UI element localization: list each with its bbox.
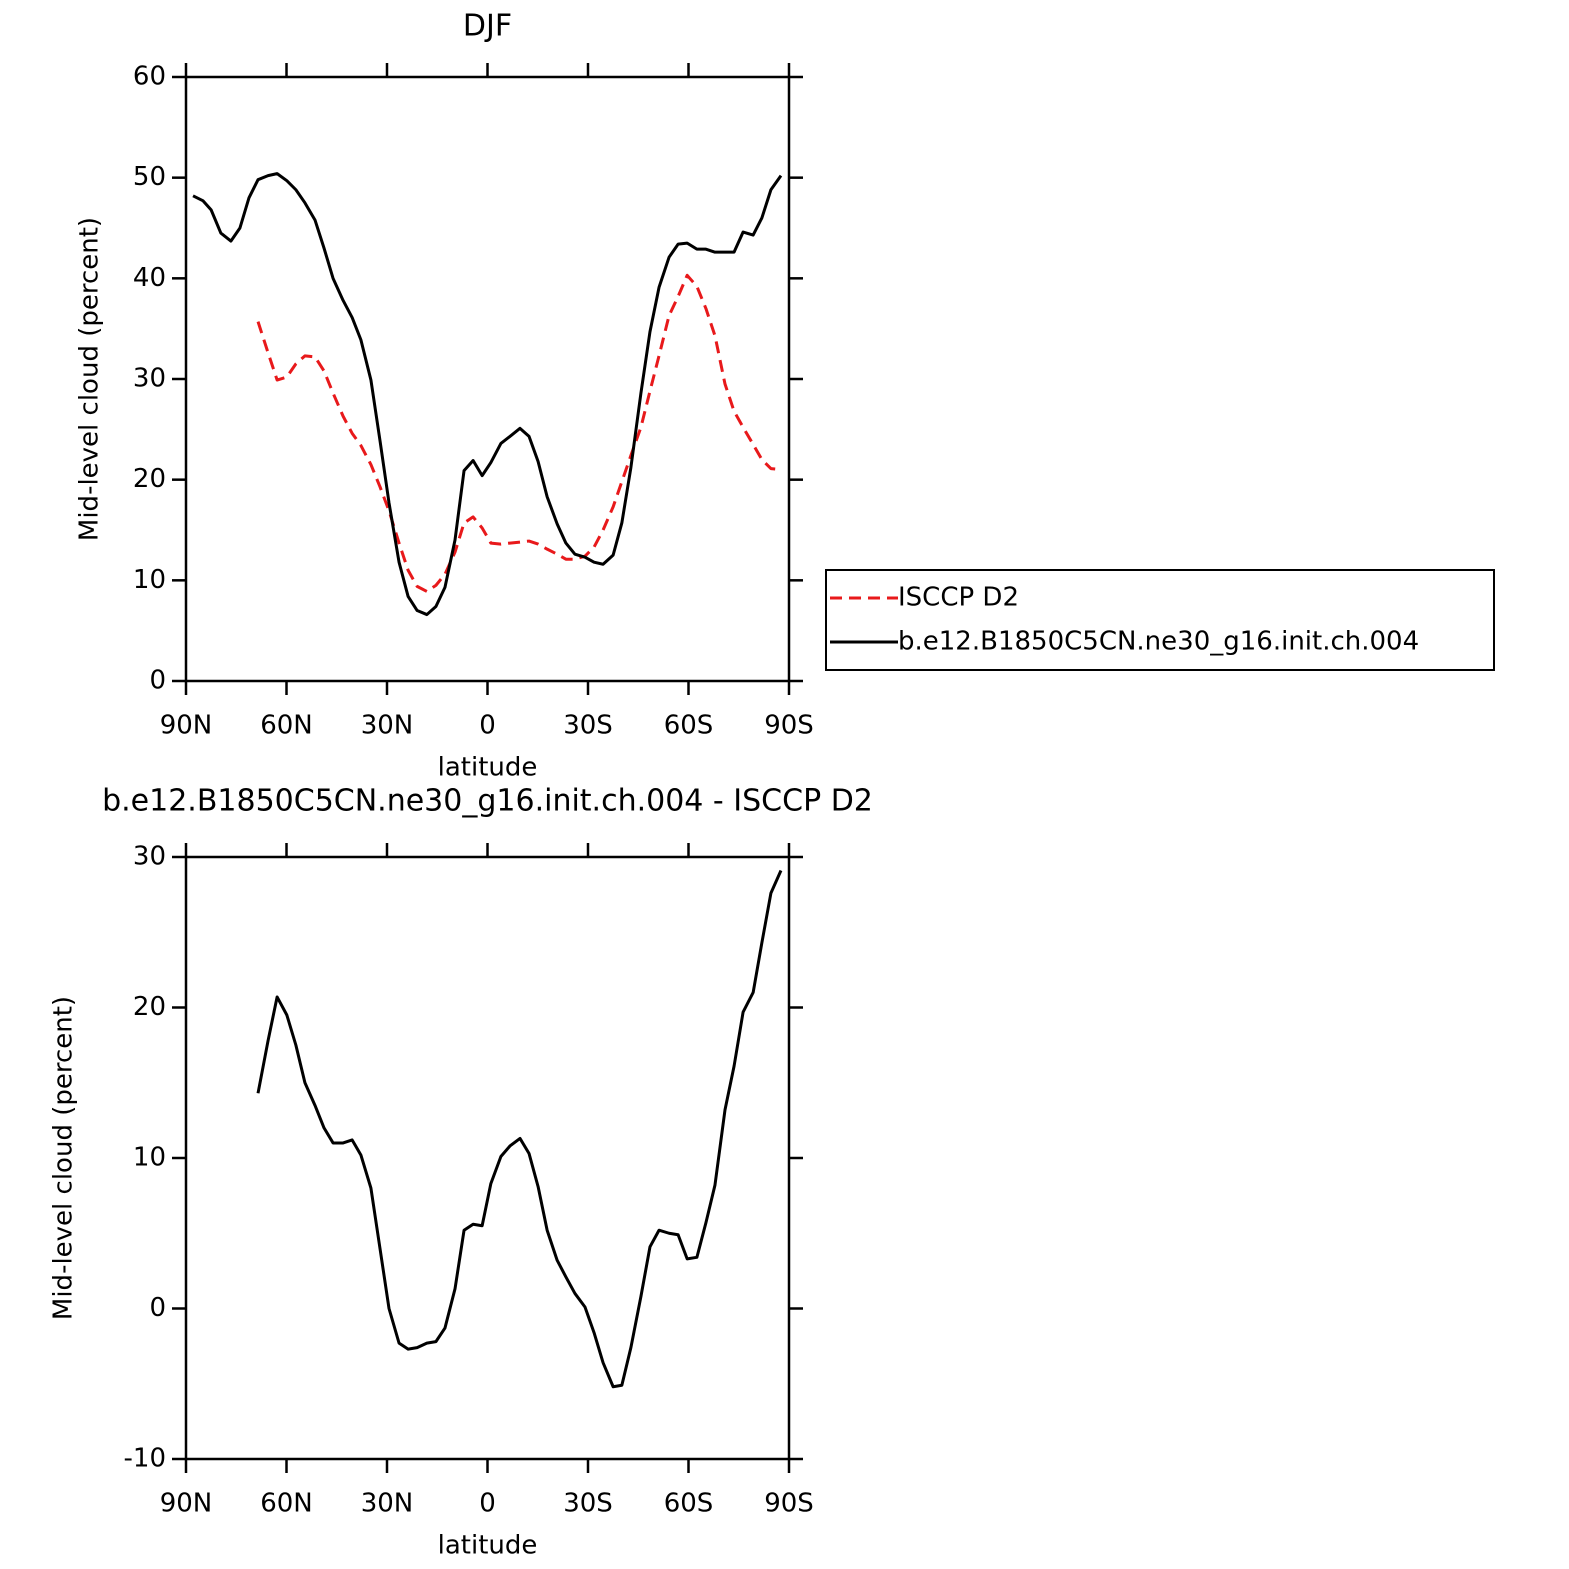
- x-tick-label: 60S: [664, 711, 714, 741]
- x-tick-label: 30N: [361, 1489, 414, 1519]
- x-axis-label: latitude: [438, 1531, 538, 1561]
- x-tick-label: 60N: [260, 1489, 313, 1519]
- x-tick-label: 30S: [563, 711, 613, 741]
- x-axis-label: latitude: [438, 753, 538, 783]
- y-tick-label: 30: [133, 842, 166, 872]
- y-tick-label: 40: [133, 263, 166, 293]
- x-tick-label: 90S: [764, 711, 814, 741]
- y-tick-label: 10: [133, 1143, 166, 1173]
- x-tick-label: 60N: [260, 711, 313, 741]
- legend-label: ISCCP D2: [898, 583, 1019, 613]
- legend-box: [825, 569, 1495, 671]
- y-tick-label: 50: [133, 162, 166, 192]
- x-tick-label: 90N: [160, 1489, 213, 1519]
- y-tick-label: 0: [149, 1293, 166, 1323]
- y-axis-label: Mid-level cloud (percent): [75, 217, 105, 541]
- x-tick-label: 0: [479, 1489, 496, 1519]
- y-tick-label: -10: [124, 1444, 166, 1474]
- y-tick-label: 10: [133, 565, 166, 595]
- y-tick-label: 0: [149, 666, 166, 696]
- x-tick-label: 30S: [563, 1489, 613, 1519]
- plot-frame: [184, 855, 791, 1461]
- y-tick-label: 30: [133, 364, 166, 394]
- x-tick-label: 90N: [160, 711, 213, 741]
- x-tick-label: 30N: [361, 711, 414, 741]
- plot-frame: [184, 75, 791, 683]
- x-tick-label: 90S: [764, 1489, 814, 1519]
- chart-title: b.e12.B1850C5CN.ne30_g16.init.ch.004 - I…: [102, 784, 873, 819]
- data-line: [256, 273, 782, 593]
- data-line: [256, 869, 783, 1389]
- y-tick-label: 20: [133, 464, 166, 494]
- x-tick-label: 60S: [664, 1489, 714, 1519]
- data-line: [192, 172, 783, 617]
- y-axis-label: Mid-level cloud (percent): [49, 996, 79, 1320]
- chart-title: DJF: [463, 9, 512, 44]
- legend-label: b.e12.B1850C5CN.ne30_g16.init.ch.004: [898, 627, 1419, 657]
- x-tick-label: 0: [479, 711, 496, 741]
- y-tick-label: 60: [133, 62, 166, 92]
- y-tick-label: 20: [133, 992, 166, 1022]
